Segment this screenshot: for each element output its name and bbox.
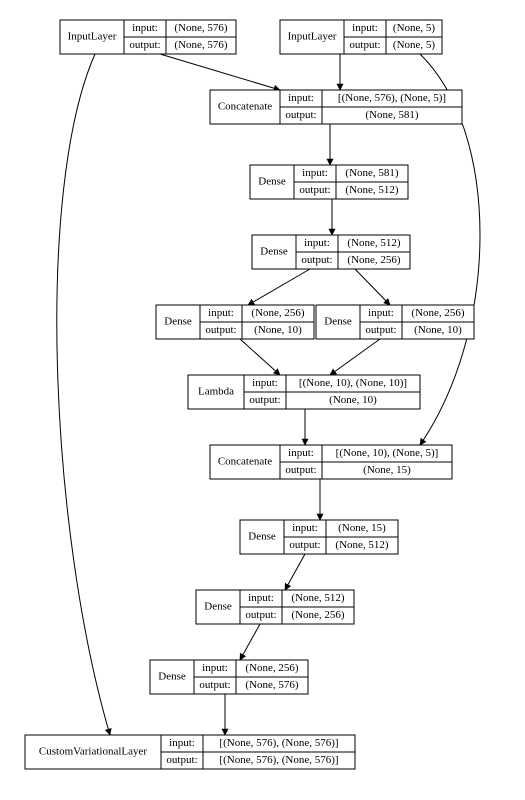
layer-node: Concatenate input: [(None, 576), (None, 5)… xyxy=(210,90,462,124)
input-label: input: xyxy=(368,307,394,319)
input-value: [(None, 576), (None, 576)] xyxy=(219,737,338,749)
edge xyxy=(330,339,380,375)
input-label: input: xyxy=(288,92,314,104)
output-value: (None, 256) xyxy=(291,609,344,621)
input-label: input: xyxy=(292,522,318,534)
layer-name: InputLayer xyxy=(68,31,117,43)
output-label: output: xyxy=(289,539,320,551)
output-value: (None, 10) xyxy=(254,324,302,336)
output-label: output: xyxy=(199,679,230,691)
layer-node: InputLayer input: (None, 576) output: (None,… xyxy=(60,20,236,54)
input-value: (None, 576) xyxy=(174,22,227,34)
output-value: (None, 581) xyxy=(365,109,418,121)
edge xyxy=(160,54,280,90)
input-value: [(None, 10), (None, 5)] xyxy=(336,447,439,459)
layer-name: InputLayer xyxy=(288,31,337,43)
input-label: input: xyxy=(302,167,328,179)
layer-name: Dense xyxy=(204,601,232,613)
output-label: output: xyxy=(285,464,316,476)
output-label: output: xyxy=(301,254,332,266)
output-label: output: xyxy=(245,609,276,621)
input-value: (None, 256) xyxy=(245,662,298,674)
input-value: [(None, 10), (None, 10)] xyxy=(299,377,407,389)
input-label: input: xyxy=(288,447,314,459)
edge xyxy=(240,624,260,660)
layer-node: Concatenate input: [(None, 10), (None, 5)]… xyxy=(210,445,452,479)
layer-name: Dense xyxy=(158,671,186,683)
output-label: output: xyxy=(285,109,316,121)
input-value: (None, 512) xyxy=(347,237,400,249)
edge xyxy=(355,269,390,305)
edge xyxy=(248,269,310,305)
layer-node: Lambda input: [(None, 10), (None, 10)] outp… xyxy=(188,375,420,409)
input-label: input: xyxy=(202,662,228,674)
output-value: [(None, 576), (None, 576)] xyxy=(219,754,338,766)
input-label: input: xyxy=(132,22,158,34)
output-value: (None, 512) xyxy=(335,539,388,551)
layer-name: Dense xyxy=(248,531,276,543)
layer-name: Dense xyxy=(164,316,192,328)
input-value: (None, 512) xyxy=(291,592,344,604)
input-value: (None, 15) xyxy=(338,522,386,534)
layer-node: InputLayer input: (None, 5) output: (None, 5… xyxy=(280,20,442,54)
layer-name: Dense xyxy=(260,246,288,258)
output-value: (None, 10) xyxy=(414,324,462,336)
edge xyxy=(240,339,280,375)
neural-network-diagram: InputLayer input: (None, 576) output: (None,… xyxy=(0,0,525,800)
edge xyxy=(285,554,305,590)
output-value: (None, 512) xyxy=(345,184,398,196)
nodes-group: InputLayer input: (None, 576) output: (None,… xyxy=(25,20,474,769)
input-label: input: xyxy=(208,307,234,319)
layer-name: Dense xyxy=(324,316,352,328)
output-value: (None, 5) xyxy=(393,39,435,51)
output-value: (None, 15) xyxy=(363,464,411,476)
layer-node: Dense input: (None, 256) output: (None, 10) xyxy=(316,305,474,339)
layer-node: Dense input: (None, 15) output: (None, 512) xyxy=(240,520,398,554)
output-value: (None, 576) xyxy=(245,679,298,691)
layer-node: Dense input: (None, 256) output: (None, 10) xyxy=(156,305,314,339)
layer-node: Dense input: (None, 256) output: (None, 576) xyxy=(150,660,308,694)
output-label: output: xyxy=(166,754,197,766)
layer-node: Dense input: (None, 512) output: (None, 256) xyxy=(196,590,354,624)
output-label: output: xyxy=(299,184,330,196)
input-value: (None, 5) xyxy=(393,22,435,34)
layer-node: Dense input: (None, 581) output: (None, 512) xyxy=(250,165,408,199)
input-label: input: xyxy=(352,22,378,34)
input-value: (None, 581) xyxy=(345,167,398,179)
edge xyxy=(57,54,110,735)
output-value: (None, 576) xyxy=(174,39,227,51)
layer-name: Concatenate xyxy=(218,101,272,113)
output-label: output: xyxy=(365,324,396,336)
input-label: input: xyxy=(304,237,330,249)
output-label: output: xyxy=(249,394,280,406)
input-label: input: xyxy=(252,377,278,389)
input-value: (None, 256) xyxy=(251,307,304,319)
layer-node: CustomVariationalLayer input: [(None, 576)… xyxy=(25,735,355,769)
layer-node: Dense input: (None, 512) output: (None, 256) xyxy=(252,235,410,269)
layer-name: CustomVariationalLayer xyxy=(39,746,147,758)
input-value: (None, 256) xyxy=(411,307,464,319)
output-value: (None, 256) xyxy=(347,254,400,266)
layer-name: Concatenate xyxy=(218,456,272,468)
layer-name: Lambda xyxy=(198,386,234,398)
layer-name: Dense xyxy=(258,176,286,188)
input-label: input: xyxy=(248,592,274,604)
output-label: output: xyxy=(349,39,380,51)
input-label: input: xyxy=(169,737,195,749)
input-value: [(None, 576), (None, 5)] xyxy=(338,92,446,104)
output-label: output: xyxy=(205,324,236,336)
output-label: output: xyxy=(129,39,160,51)
output-value: (None, 10) xyxy=(329,394,377,406)
